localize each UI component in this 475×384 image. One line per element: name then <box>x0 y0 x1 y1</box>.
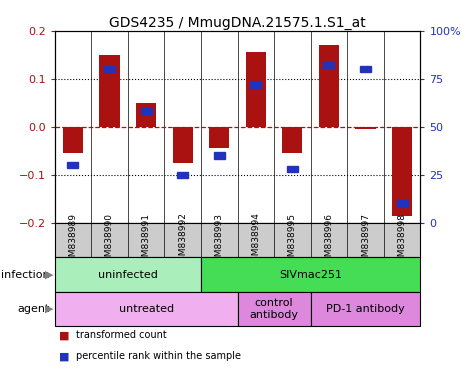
Bar <box>250 81 261 88</box>
Bar <box>214 152 225 159</box>
Bar <box>392 127 412 215</box>
Text: GSM838995: GSM838995 <box>288 212 297 268</box>
Title: GDS4235 / MmugDNA.21575.1.S1_at: GDS4235 / MmugDNA.21575.1.S1_at <box>109 16 366 30</box>
Bar <box>360 66 371 72</box>
Text: GSM838997: GSM838997 <box>361 212 370 268</box>
Bar <box>141 108 152 114</box>
Bar <box>319 45 339 127</box>
Text: GSM838990: GSM838990 <box>105 212 114 268</box>
Text: control
antibody: control antibody <box>249 298 299 320</box>
Bar <box>104 66 115 72</box>
Bar <box>177 172 188 178</box>
Text: GSM838991: GSM838991 <box>142 212 151 268</box>
Text: GSM838994: GSM838994 <box>251 213 260 267</box>
Bar <box>55 292 238 326</box>
Bar <box>397 200 408 207</box>
Bar <box>201 257 420 292</box>
Text: infection: infection <box>1 270 50 280</box>
Text: GSM838996: GSM838996 <box>324 212 333 268</box>
Bar <box>287 166 298 172</box>
Bar <box>355 127 376 129</box>
Text: GSM838989: GSM838989 <box>68 212 77 268</box>
Bar <box>67 162 78 168</box>
Text: PD-1 antibody: PD-1 antibody <box>326 304 405 314</box>
Text: agent: agent <box>18 304 50 314</box>
Bar <box>55 257 201 292</box>
Text: ▶: ▶ <box>45 304 54 314</box>
Bar <box>209 127 229 148</box>
Text: GSM838992: GSM838992 <box>178 213 187 267</box>
Bar <box>99 55 120 127</box>
Text: GSM838998: GSM838998 <box>398 212 407 268</box>
Bar <box>136 103 156 127</box>
Text: ▶: ▶ <box>45 270 54 280</box>
Bar <box>246 52 266 127</box>
Text: ■: ■ <box>59 351 70 361</box>
Text: ■: ■ <box>59 330 70 340</box>
Text: percentile rank within the sample: percentile rank within the sample <box>76 351 241 361</box>
Bar <box>63 127 83 153</box>
Bar <box>282 127 303 153</box>
Text: SIVmac251: SIVmac251 <box>279 270 342 280</box>
Bar <box>238 292 311 326</box>
Bar <box>311 292 420 326</box>
Text: untreated: untreated <box>118 304 174 314</box>
Text: GSM838993: GSM838993 <box>215 212 224 268</box>
Text: transformed count: transformed count <box>76 330 167 340</box>
Bar <box>323 62 334 68</box>
Bar <box>172 127 193 163</box>
Text: uninfected: uninfected <box>98 270 158 280</box>
